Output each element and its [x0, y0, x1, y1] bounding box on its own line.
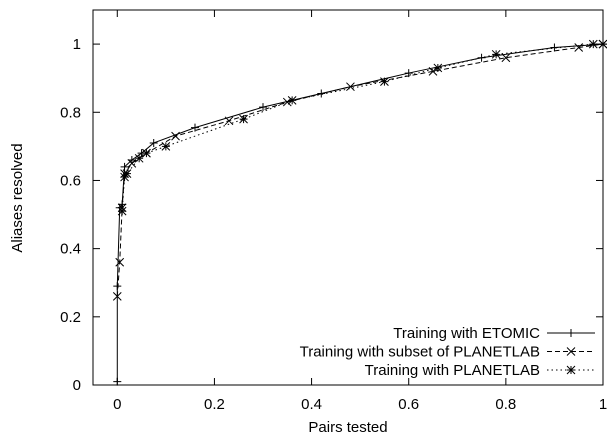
data-point [113, 377, 122, 386]
legend-label: Training with PLANETLAB [365, 362, 540, 379]
data-point [120, 162, 129, 171]
x-tick-label: 1 [599, 396, 607, 413]
y-tick-label: 1 [73, 36, 81, 53]
data-point [224, 116, 234, 126]
y-tick-label: 0.6 [60, 172, 81, 189]
x-tick-label: 0.4 [301, 396, 322, 413]
data-point [134, 153, 144, 163]
data-point [491, 49, 501, 59]
series-line [116, 43, 604, 297]
data-point [477, 53, 486, 62]
y-axis-label: Aliases resolved [9, 143, 26, 252]
x-tick-label: 0.6 [398, 396, 419, 413]
x-tick-label: 0 [113, 396, 121, 413]
data-point [171, 131, 180, 141]
data-point [380, 77, 389, 86]
legend-label: Training with ETOMIC [393, 325, 540, 342]
data-point [550, 43, 559, 52]
data-point [149, 138, 158, 147]
y-tick-label: 0.8 [60, 104, 81, 121]
y-tick-label: 0 [73, 377, 81, 394]
y-tick-label: 0.2 [60, 309, 81, 326]
data-point [598, 39, 607, 49]
data-point [120, 172, 129, 182]
data-point [191, 123, 199, 132]
x-axis-label: Pairs tested [308, 419, 387, 436]
data-point [574, 43, 584, 52]
data-point [127, 156, 136, 164]
legend-marker [567, 329, 575, 337]
data-point [239, 114, 248, 124]
legend-marker [566, 365, 576, 375]
data-point [346, 82, 355, 92]
data-point [115, 257, 125, 267]
data-point [428, 67, 438, 76]
plot-frame [92, 9, 604, 386]
legend-label: Training with subset of PLANETLAB [300, 344, 540, 361]
y-tick-label: 0.4 [60, 241, 81, 258]
data-point [127, 159, 137, 168]
data-point [117, 206, 127, 216]
legend-marker [566, 347, 576, 356]
data-point [161, 142, 171, 151]
data-point [588, 39, 598, 49]
data-point [113, 282, 122, 291]
data-point [501, 53, 511, 63]
data-point [287, 95, 297, 105]
data-point [112, 292, 122, 301]
data-point [259, 103, 267, 112]
x-tick-label: 0.2 [204, 396, 225, 413]
data-point [122, 169, 132, 178]
data-point [142, 148, 151, 158]
data-point [433, 63, 443, 73]
x-tick-label: 0.8 [495, 396, 516, 413]
